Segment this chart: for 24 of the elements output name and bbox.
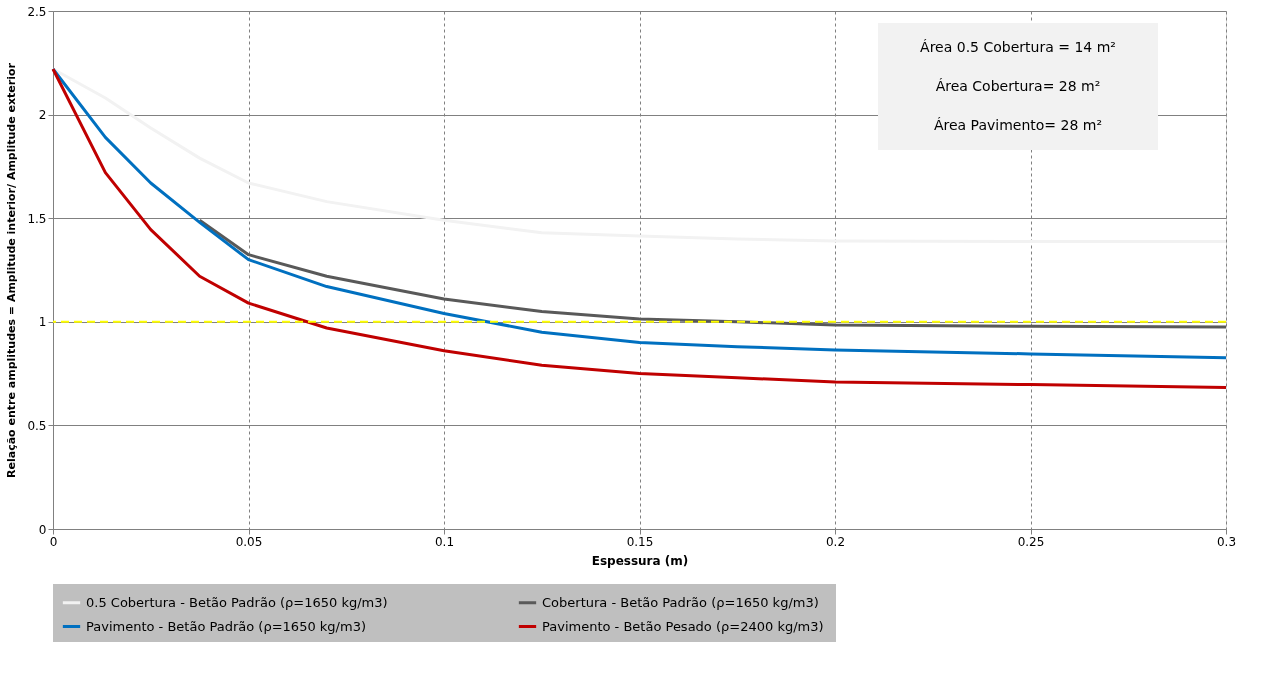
x-tick-label: 0 — [49, 534, 58, 549]
y-axis-title: Relação entre amplitudes = Amplitude interior/ Amplitude exterior — [5, 62, 19, 478]
x-tick-label: 0.05 — [235, 534, 263, 549]
line-series — [51, 67, 1228, 244]
line-series — [198, 218, 1228, 329]
y-tick-label: 1 — [38, 315, 47, 330]
legend-label: Cobertura - Betão Padrão (ρ=1650 kg/m3) — [542, 594, 819, 610]
x-tick-label: 0.25 — [1017, 534, 1045, 549]
x-tick-label: 0.3 — [1216, 534, 1237, 549]
annotation: Área Pavimento= 28 m² — [933, 117, 1103, 133]
legend-label: Pavimento - Betão Padrão (ρ=1650 kg/m3) — [86, 618, 366, 634]
legend-label: 0.5 Cobertura - Betão Padrão (ρ=1650 kg/m3) — [86, 594, 388, 610]
y-tick-label: 2.5 — [27, 4, 47, 19]
legend-label: Pavimento - Betão Pesado (ρ=2400 kg/m3) — [542, 618, 824, 634]
x-tick-label: 0.15 — [626, 534, 654, 549]
annotation: Área Cobertura= 28 m² — [935, 78, 1101, 94]
y-tick-label: 2 — [38, 108, 47, 123]
x-tick-label: 0.2 — [825, 534, 846, 549]
y-tick-label: 0.5 — [27, 418, 47, 433]
y-tick-label: 1.5 — [27, 211, 47, 226]
x-tick-label: 0.1 — [434, 534, 455, 549]
y-tick-label: 0 — [38, 522, 47, 537]
annotation: Área 0.5 Cobertura = 14 m² — [920, 39, 1116, 55]
x-axis-title: Espessura (m) — [591, 553, 689, 568]
